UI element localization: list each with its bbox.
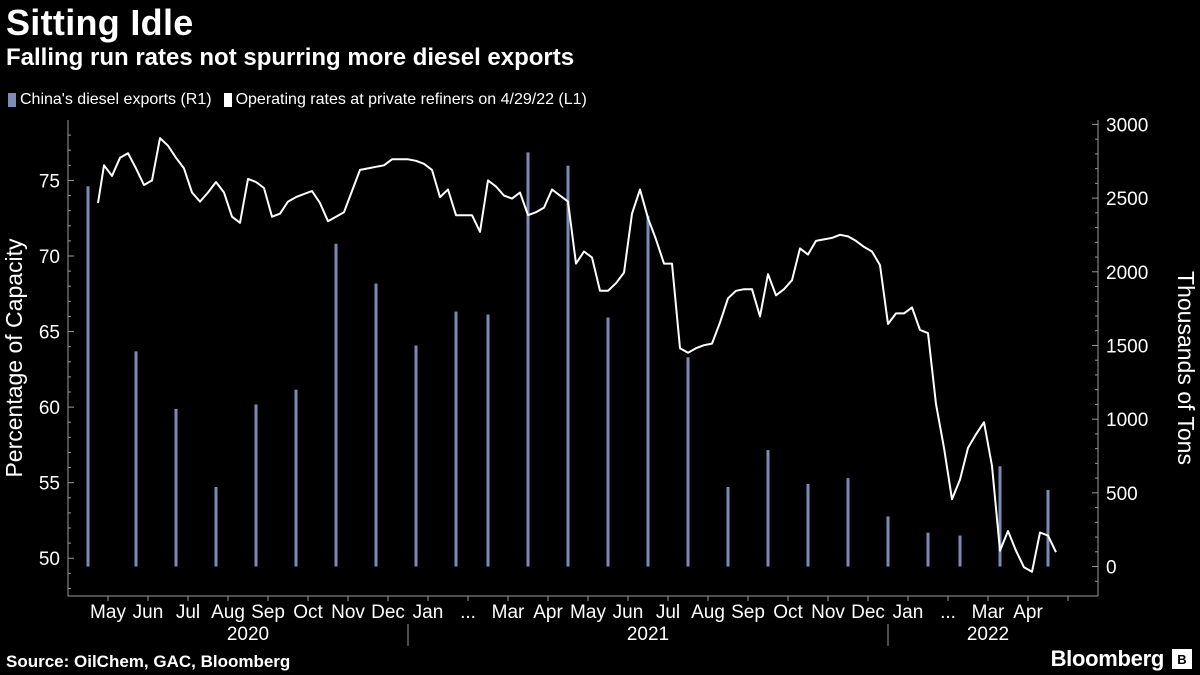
bar-diesel-exports bbox=[214, 486, 218, 567]
x-axis-month-label: Nov bbox=[811, 602, 845, 623]
bar-diesel-exports bbox=[686, 357, 690, 567]
left-axis-title: Percentage of Capacity bbox=[1, 238, 27, 478]
left-axis-tick-label: 70 bbox=[39, 247, 60, 268]
x-axis-month-label: Jul bbox=[176, 602, 200, 623]
left-axis-tick-label: 75 bbox=[39, 171, 60, 192]
x-axis-month-label: Oct bbox=[293, 602, 323, 623]
bar-diesel-exports bbox=[766, 450, 770, 567]
chart-subtitle: Falling run rates not spurring more dies… bbox=[6, 44, 575, 71]
x-axis-month-label: Sep bbox=[731, 602, 765, 623]
chart-title: Sitting Idle bbox=[6, 2, 194, 43]
bar-diesel-exports bbox=[886, 516, 890, 567]
chart-legend: China's diesel exports (R1) Operating ra… bbox=[8, 91, 587, 109]
left-axis-tick-label: 55 bbox=[39, 474, 60, 495]
legend-swatch-bar bbox=[8, 93, 16, 107]
bar-diesel-exports bbox=[294, 389, 298, 567]
bar-diesel-exports bbox=[374, 283, 378, 567]
x-axis-month-label: Apr bbox=[1013, 602, 1043, 623]
legend-swatch-line bbox=[223, 93, 232, 107]
bar-diesel-exports bbox=[486, 314, 490, 567]
legend-label-operating-rates: Operating rates at private refiners on 4… bbox=[235, 91, 587, 108]
bar-diesel-exports bbox=[726, 486, 730, 567]
x-axis-month-label: Jan bbox=[413, 602, 444, 623]
x-axis-month-label: May bbox=[570, 602, 606, 623]
bar-diesel-exports bbox=[926, 532, 930, 567]
right-axis-tick-label: 1000 bbox=[1106, 410, 1148, 431]
bar-diesel-exports bbox=[526, 152, 530, 567]
x-axis-year-label: 2022 bbox=[967, 624, 1009, 645]
bar-diesel-exports bbox=[566, 165, 570, 567]
bar-diesel-exports bbox=[806, 484, 810, 567]
source-note: Source: OilChem, GAC, Bloomberg bbox=[6, 652, 291, 671]
x-axis-year-label: 2020 bbox=[227, 624, 269, 645]
right-axis-tick-label: 2000 bbox=[1106, 263, 1148, 284]
right-axis-tick-label: 0 bbox=[1106, 558, 1117, 579]
bar-diesel-exports bbox=[134, 351, 138, 567]
x-axis-month-label: Jun bbox=[613, 602, 644, 623]
legend-label-diesel-exports: China's diesel exports (R1) bbox=[20, 91, 212, 108]
bar-diesel-exports bbox=[846, 478, 850, 567]
right-axis-tick-label: 500 bbox=[1106, 484, 1138, 505]
legend-item-operating-rates: Operating rates at private refiners on 4… bbox=[223, 91, 587, 109]
x-axis-month-label: ... bbox=[460, 602, 476, 623]
x-axis-month-label: Apr bbox=[533, 602, 563, 623]
bar-diesel-exports bbox=[254, 404, 258, 567]
brand: Bloomberg B bbox=[1051, 646, 1192, 672]
right-axis-tick-label: 3000 bbox=[1106, 115, 1148, 136]
legend-item-diesel-exports: China's diesel exports (R1) bbox=[8, 91, 212, 109]
line-operating-rates bbox=[97, 137, 1057, 573]
x-axis-month-label: Aug bbox=[691, 602, 725, 623]
bar-diesel-exports bbox=[414, 345, 418, 567]
right-axis-tick-label: 1500 bbox=[1106, 336, 1148, 357]
bar-diesel-exports bbox=[958, 535, 962, 567]
right-axis-tick-label: 2500 bbox=[1106, 189, 1148, 210]
x-axis-month-label: Jun bbox=[133, 602, 164, 623]
x-axis-month-label: May bbox=[90, 602, 126, 623]
bar-diesel-exports bbox=[174, 408, 178, 567]
x-axis-month-label: Mar bbox=[972, 602, 1005, 623]
x-axis-month-label: ... bbox=[940, 602, 956, 623]
x-axis-month-label: Dec bbox=[851, 602, 885, 623]
x-axis-month-label: Dec bbox=[371, 602, 405, 623]
bar-diesel-exports bbox=[454, 311, 458, 567]
bar-diesel-exports bbox=[606, 317, 610, 567]
x-axis-month-label: Mar bbox=[492, 602, 525, 623]
left-axis-tick-label: 65 bbox=[39, 323, 60, 344]
bar-diesel-exports bbox=[998, 466, 1002, 567]
bar-diesel-exports bbox=[1046, 489, 1050, 567]
left-axis-tick-label: 60 bbox=[39, 398, 60, 419]
left-axis-tick-label: 50 bbox=[39, 549, 60, 570]
bloomberg-logo-icon: B bbox=[1172, 649, 1192, 669]
x-axis-month-label: Jan bbox=[893, 602, 924, 623]
x-axis-month-label: Aug bbox=[211, 602, 245, 623]
bloomberg-logo-text: Bloomberg bbox=[1050, 646, 1165, 671]
right-axis-title: Thousands of Tons bbox=[1173, 271, 1199, 465]
bar-diesel-exports bbox=[334, 243, 338, 567]
x-axis-month-label: Sep bbox=[251, 602, 285, 623]
bar-diesel-exports bbox=[86, 186, 90, 567]
x-axis-month-label: Oct bbox=[773, 602, 803, 623]
x-axis-month-label: Jul bbox=[656, 602, 680, 623]
x-axis-month-label: Nov bbox=[331, 602, 365, 623]
bar-diesel-exports bbox=[646, 215, 650, 567]
x-axis-year-label: 2021 bbox=[627, 624, 669, 645]
